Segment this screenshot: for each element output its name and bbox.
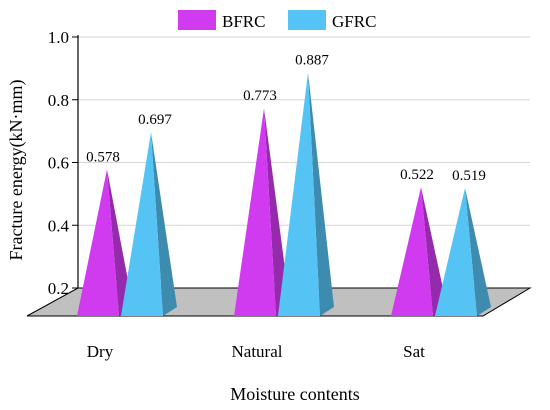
y-axis: 0.2 0.4 0.6 0.8 1.0 xyxy=(48,28,79,298)
bar-bfrc-dry xyxy=(77,169,133,316)
category-label: Sat xyxy=(403,342,425,361)
bar-gfrc-natural xyxy=(278,72,334,316)
category-label: Natural xyxy=(232,342,283,361)
value-label: 0.697 xyxy=(138,112,172,128)
value-label: 0.578 xyxy=(86,149,120,165)
y-tick-label: 0.4 xyxy=(48,216,70,235)
bar-bfrc-natural xyxy=(234,108,290,316)
legend: BFRC GFRC xyxy=(178,10,376,31)
legend-label: GFRC xyxy=(332,12,376,31)
bar-front-face xyxy=(391,186,433,316)
y-tick-label: 1.0 xyxy=(48,28,69,47)
bar-front-face xyxy=(278,72,320,316)
bar-side-face xyxy=(151,132,177,316)
bar-side-face xyxy=(107,169,133,316)
category-labels: Dry Natural Sat xyxy=(87,342,425,361)
bar-side-face xyxy=(421,186,447,316)
value-label: 0.522 xyxy=(400,167,434,183)
y-tick-label: 0.8 xyxy=(48,91,69,110)
legend-label: BFRC xyxy=(222,12,265,31)
bar-side-face xyxy=(264,108,290,316)
bar-front-face xyxy=(435,187,477,316)
bar-bfrc-sat xyxy=(391,186,447,316)
x-axis-title: Moisture contents xyxy=(230,384,359,404)
bar-front-face xyxy=(234,108,276,316)
bar-front-face xyxy=(77,169,119,316)
value-label: 0.773 xyxy=(243,88,277,104)
y-tick-label: 0.6 xyxy=(48,154,69,173)
y-axis-title: Fracture energy(kN·mm) xyxy=(6,79,27,260)
category-label: Dry xyxy=(87,342,114,361)
bar-front-face xyxy=(121,132,163,316)
y-tick-label: 0.2 xyxy=(48,279,69,298)
bar-side-face xyxy=(465,187,491,316)
value-label: 0.519 xyxy=(452,168,486,184)
bar-gfrc-sat xyxy=(435,187,491,316)
value-labels: 0.578 0.773 0.522 0.697 0.887 0.519 xyxy=(86,52,486,183)
bar-side-face xyxy=(308,72,334,316)
legend-swatch-bfrc xyxy=(178,10,216,30)
bar-gfrc-dry xyxy=(121,132,177,316)
value-label: 0.887 xyxy=(295,52,329,68)
bars xyxy=(77,72,491,316)
legend-swatch-gfrc xyxy=(288,10,326,30)
